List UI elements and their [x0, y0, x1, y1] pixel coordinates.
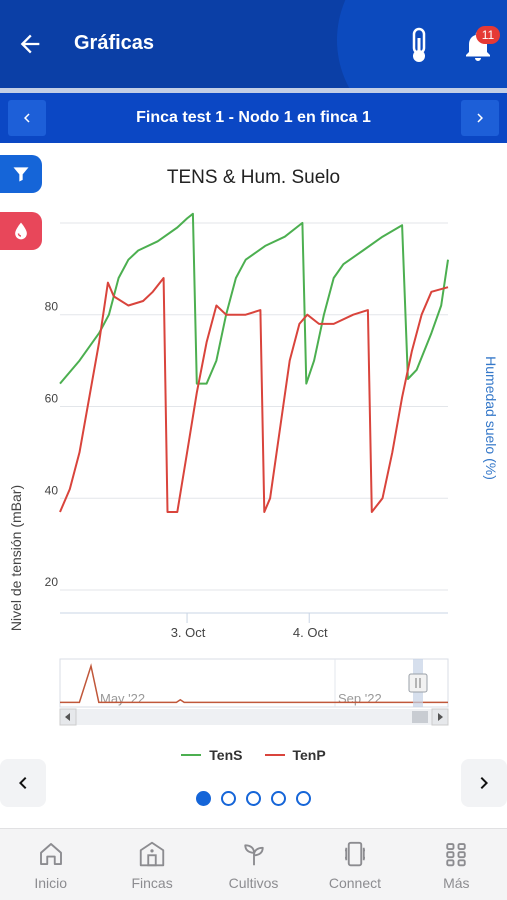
y-axis-ticks: 80 60 40 20	[45, 300, 59, 589]
filter-icon	[13, 167, 29, 182]
y-tick-label: 40	[45, 483, 59, 497]
x-axis-ticks: 3. Oct 4. Oct	[171, 613, 328, 640]
sprout-icon	[243, 844, 264, 866]
notification-badge: 11	[476, 26, 500, 44]
legend-swatch-tens	[181, 754, 202, 756]
nav-label-cultivos: Cultivos	[228, 875, 279, 891]
nav-item-cultivos[interactable]: Cultivos	[203, 829, 304, 900]
pager-dot[interactable]	[296, 791, 311, 806]
filter-button[interactable]	[0, 155, 42, 193]
pager-dot[interactable]	[246, 791, 261, 806]
nav-item-inicio[interactable]: Inicio	[0, 829, 101, 900]
series-line-tenp	[59, 277, 449, 513]
legend-swatch-tenp	[264, 754, 285, 756]
navigator-scrollbar[interactable]	[60, 709, 448, 725]
header-divider	[0, 88, 507, 93]
navigator-series	[60, 663, 448, 704]
nav-label-fincas: Fincas	[131, 875, 173, 891]
node-selector-label: Finca test 1 - Nodo 1 en finca 1	[136, 109, 371, 126]
pager-dot[interactable]	[221, 791, 236, 806]
node-selector: Finca test 1 - Nodo 1 en finca 1	[0, 93, 507, 143]
chart-navigator[interactable]: May '22 Sep '22	[59, 658, 449, 726]
chart-title: TENS & Hum. Suelo	[166, 167, 341, 188]
y-tick-label: 20	[45, 575, 59, 589]
legend-item-tenp[interactable]: TenP	[264, 747, 326, 763]
navigator-series-line	[60, 663, 448, 704]
page-title: Gráficas	[74, 32, 155, 54]
nav-label-inicio: Inicio	[34, 875, 68, 891]
arrow-left-icon	[20, 34, 40, 54]
back-button[interactable]	[12, 26, 48, 62]
next-chart-button[interactable]	[461, 759, 507, 807]
thermometer-button[interactable]	[404, 26, 434, 64]
tension-chart: 80 60 40 20 Nivel de tensión (mBar) Humedad…	[8, 212, 499, 726]
top-app-bar: Gráficas 11	[0, 0, 507, 88]
chart-series	[59, 212, 449, 513]
navigator-handle[interactable]	[408, 673, 428, 693]
device-icon	[344, 841, 365, 867]
previous-chart-button[interactable]	[0, 759, 46, 807]
chart-legend: TenS TenP	[0, 747, 507, 763]
series-line-tens	[59, 212, 449, 385]
scroll-left-icon	[65, 713, 70, 721]
pager-dot[interactable]	[196, 791, 211, 806]
legend-label-tens: TenS	[209, 747, 243, 763]
previous-node-button[interactable]	[8, 100, 46, 136]
nav-item-mas[interactable]: Más	[406, 829, 507, 900]
y-tick-label: 80	[45, 300, 59, 314]
navigator-frame	[59, 658, 449, 708]
barn-icon	[139, 841, 165, 867]
thermometer-icon	[412, 27, 426, 62]
nav-item-connect[interactable]: Connect	[304, 829, 405, 900]
y-tick-label: 60	[45, 392, 59, 406]
chevron-left-icon	[19, 777, 27, 789]
chevron-right-icon	[480, 777, 488, 789]
scroll-right-icon	[438, 713, 443, 721]
drop-icon	[15, 222, 27, 240]
pager-dot[interactable]	[271, 791, 286, 806]
soil-moisture-button[interactable]	[0, 212, 42, 250]
chevron-right-icon	[477, 113, 483, 123]
home-icon	[39, 843, 62, 865]
next-node-button[interactable]	[461, 100, 499, 136]
legend-label-tenp: TenP	[292, 747, 326, 763]
navigator-label: May '22	[100, 691, 145, 706]
navigator-label: Sep '22	[338, 691, 382, 706]
grid-icon	[446, 843, 467, 867]
nav-item-fincas[interactable]: Fincas	[101, 829, 202, 900]
nav-label-mas: Más	[443, 875, 470, 891]
nav-label-connect: Connect	[328, 875, 381, 891]
chevron-left-icon	[24, 113, 30, 123]
bottom-navigation: Inicio Fincas Cultivos Connect Más	[0, 828, 507, 900]
y2-axis-label: Humedad suelo (%)	[483, 356, 499, 480]
x-tick-label: 3. Oct	[171, 625, 206, 640]
y-axis-label: Nivel de tensión (mBar)	[8, 485, 24, 631]
pager-dots	[0, 791, 507, 806]
legend-item-tens[interactable]: TenS	[181, 747, 243, 763]
scroll-thumb[interactable]	[412, 711, 428, 723]
x-tick-label: 4. Oct	[293, 625, 328, 640]
